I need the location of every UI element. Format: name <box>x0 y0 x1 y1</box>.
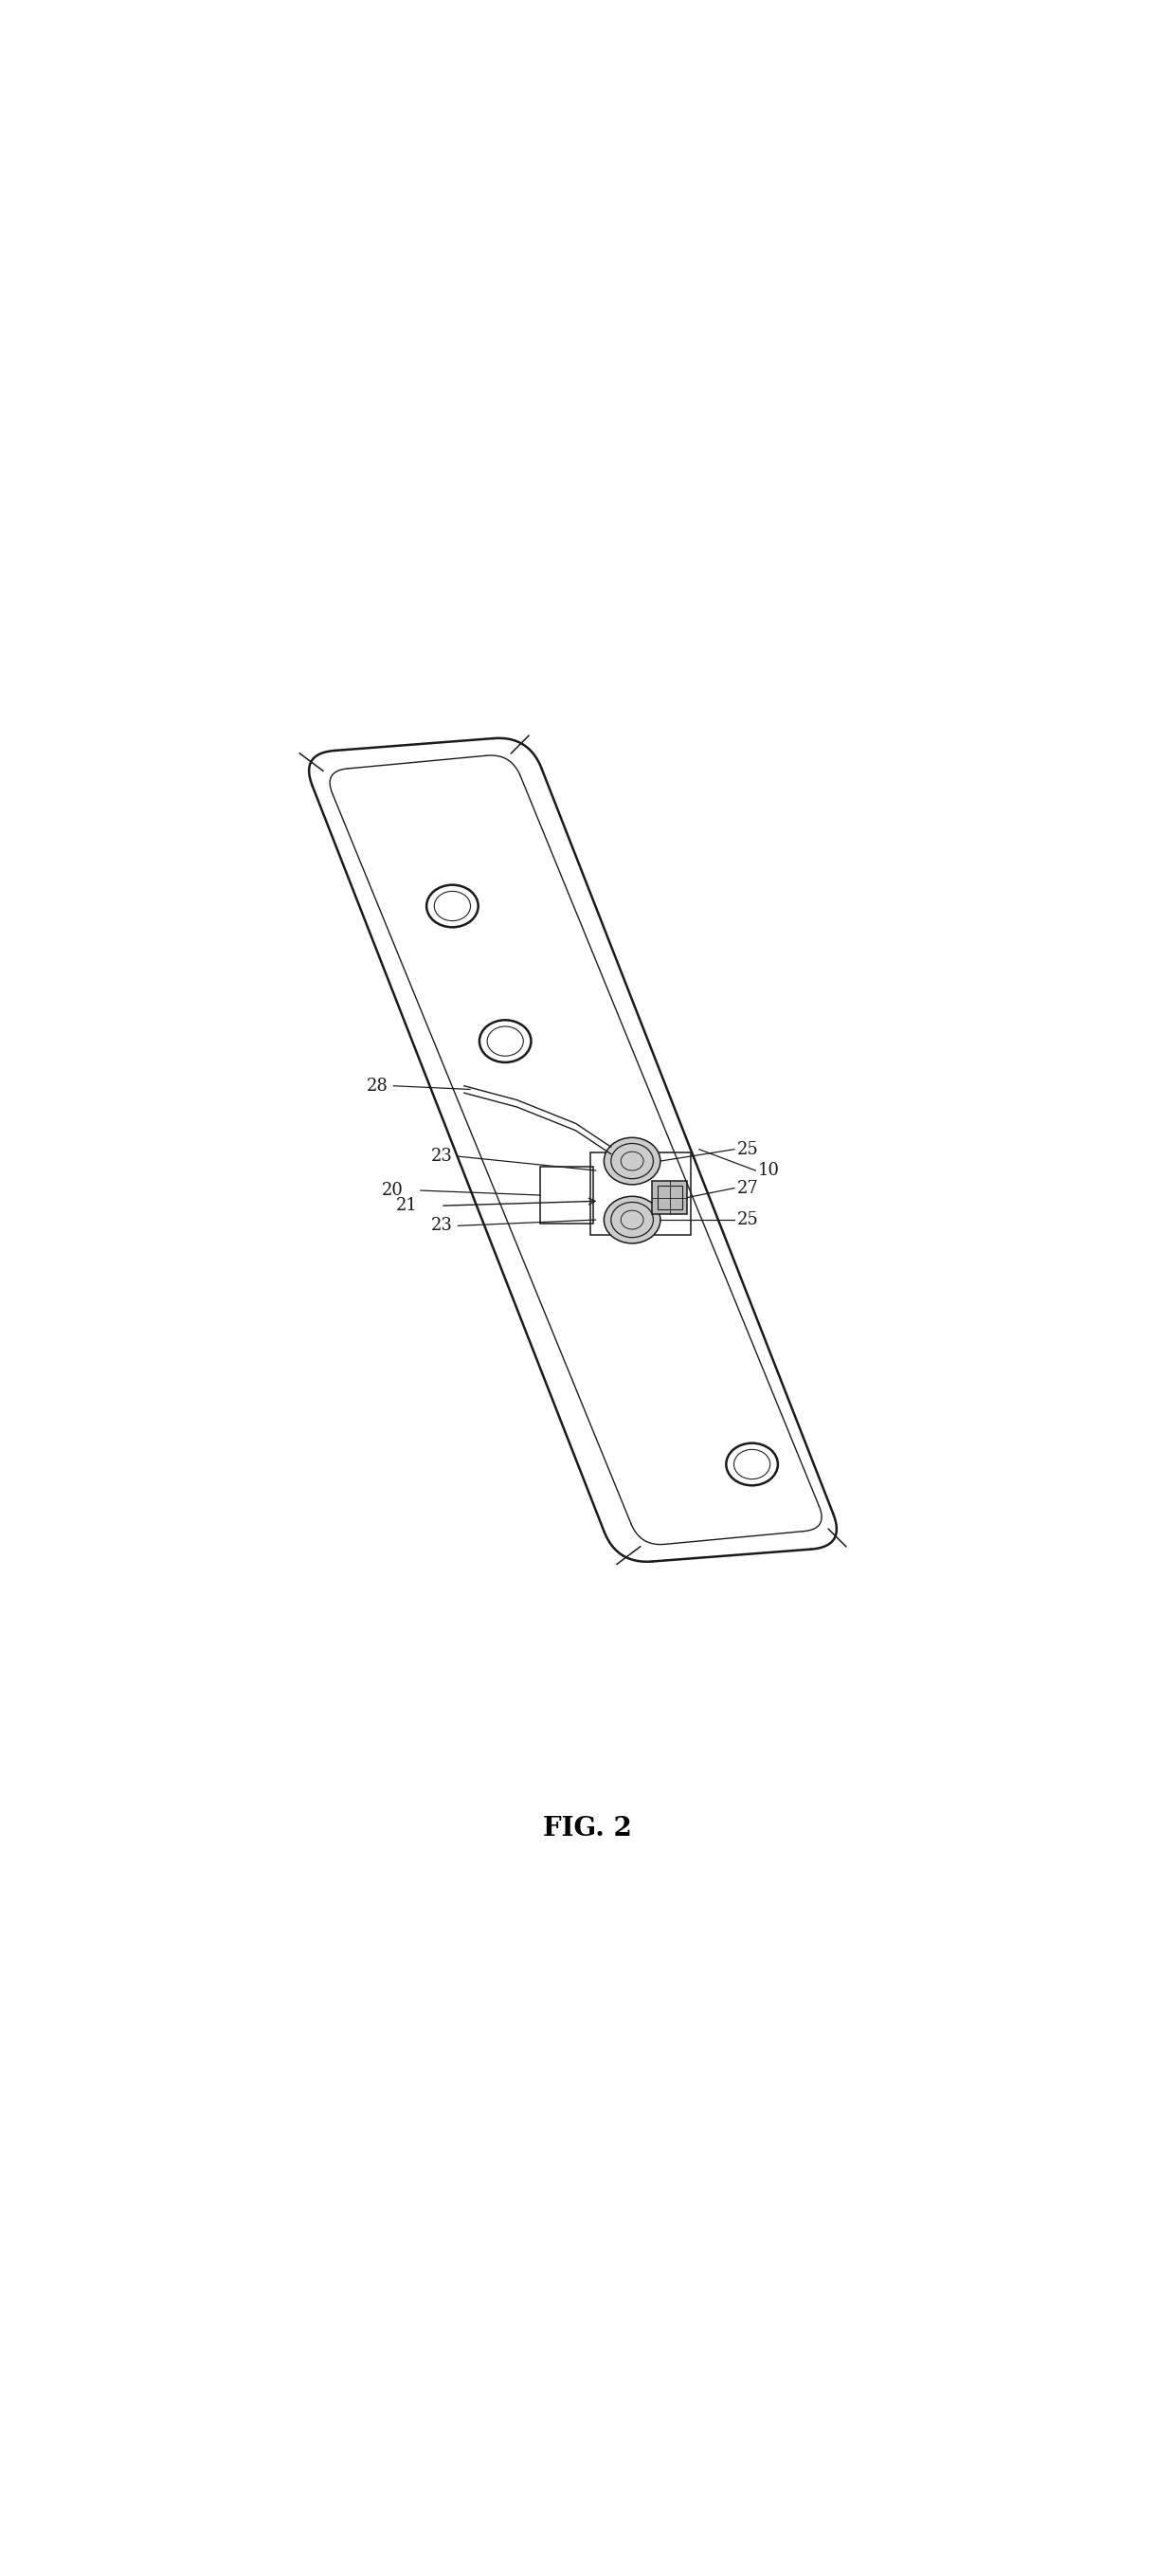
Text: 25: 25 <box>737 1211 758 1229</box>
Text: 23: 23 <box>431 1149 452 1164</box>
Ellipse shape <box>604 1139 660 1185</box>
Text: 23: 23 <box>431 1218 452 1234</box>
Polygon shape <box>652 1180 687 1213</box>
Text: 10: 10 <box>758 1162 780 1180</box>
Text: 20: 20 <box>382 1182 403 1198</box>
Text: 21: 21 <box>396 1198 417 1213</box>
Text: 28: 28 <box>367 1077 388 1095</box>
Text: 25: 25 <box>737 1141 758 1157</box>
Text: 27: 27 <box>737 1180 758 1198</box>
Text: FIG. 2: FIG. 2 <box>543 1816 632 1842</box>
Ellipse shape <box>604 1195 660 1244</box>
